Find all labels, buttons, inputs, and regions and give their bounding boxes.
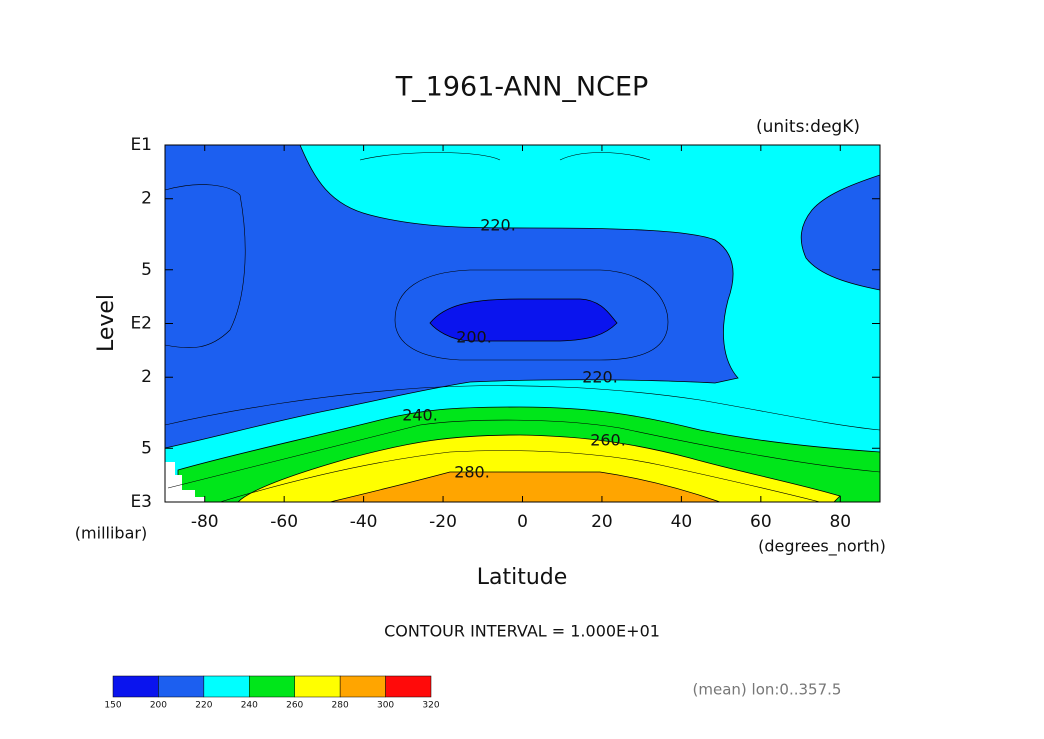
contour-line bbox=[394, 269, 669, 361]
contour-line bbox=[219, 450, 821, 502]
contour-interval: CONTOUR INTERVAL = 1.000E+01 bbox=[384, 622, 660, 641]
colorbar-label: 300 bbox=[377, 701, 394, 711]
colorbar-label: 220 bbox=[195, 701, 212, 711]
colorbar-swatch bbox=[203, 675, 250, 698]
x-tick-label: 20 bbox=[591, 512, 613, 532]
colorbar-swatch bbox=[112, 675, 159, 698]
x-tick-label: -80 bbox=[191, 512, 219, 532]
colorbar-swatch bbox=[158, 675, 205, 698]
y-tick-label: E1 bbox=[130, 135, 152, 155]
y-tick-label: 5 bbox=[141, 260, 152, 280]
contour-label: 220. bbox=[582, 368, 618, 387]
x-tick-label: 60 bbox=[750, 512, 772, 532]
colorbar-label: 320 bbox=[422, 701, 439, 711]
colorbar-label: 280 bbox=[332, 701, 349, 711]
contour-region bbox=[429, 298, 618, 342]
contour-fill bbox=[165, 145, 880, 502]
contour-region bbox=[165, 145, 739, 449]
contour-line bbox=[167, 419, 880, 489]
x-units-label: (degrees_north) bbox=[758, 537, 886, 557]
chart-title: T_1961-ANN_NCEP bbox=[395, 72, 649, 103]
x-tick-label: -20 bbox=[429, 512, 457, 532]
y-tick-label: 5 bbox=[141, 438, 152, 458]
contour-line bbox=[359, 152, 651, 161]
colorbar-swatch bbox=[249, 675, 295, 698]
units-label: (units:degK) bbox=[756, 117, 860, 137]
colorbar-label: 240 bbox=[241, 701, 258, 711]
contour-line bbox=[165, 385, 880, 431]
contour-line bbox=[165, 184, 241, 196]
y-units-label: (millibar) bbox=[75, 524, 147, 543]
contour-region bbox=[329, 471, 721, 502]
contour-region bbox=[237, 434, 841, 502]
x-tick-label: 40 bbox=[671, 512, 693, 532]
colorbar-label: 200 bbox=[150, 701, 167, 711]
y-tick-label: E2 bbox=[130, 314, 152, 334]
colorbar-swatch bbox=[339, 675, 386, 698]
x-tick-label: 0 bbox=[517, 512, 528, 532]
colorbar-swatch bbox=[294, 675, 341, 698]
y-tick-label: E3 bbox=[130, 492, 152, 512]
y-tick-label: 2 bbox=[141, 189, 152, 209]
contour-label: 260. bbox=[590, 431, 626, 450]
contour-region bbox=[800, 174, 880, 291]
missing-data bbox=[165, 462, 205, 502]
colorbar-swatch bbox=[385, 675, 432, 698]
y-axis-title: Level bbox=[94, 294, 119, 352]
contour-label: 200. bbox=[456, 328, 492, 347]
contour-label: 280. bbox=[454, 463, 490, 482]
y-tick-label: 2 bbox=[141, 367, 152, 387]
colorbar-label: 260 bbox=[286, 701, 303, 711]
contour-label: 240. bbox=[402, 406, 438, 425]
footnote: (mean) lon:0..357.5 bbox=[693, 681, 842, 699]
x-axis-title: Latitude bbox=[477, 565, 568, 590]
colorbar-label: 150 bbox=[104, 701, 121, 711]
contour-label: 220. bbox=[480, 216, 516, 235]
x-tick-label: 80 bbox=[829, 512, 851, 532]
x-tick-label: -60 bbox=[270, 512, 298, 532]
contour-line bbox=[165, 194, 246, 349]
x-tick-label: -40 bbox=[350, 512, 378, 532]
